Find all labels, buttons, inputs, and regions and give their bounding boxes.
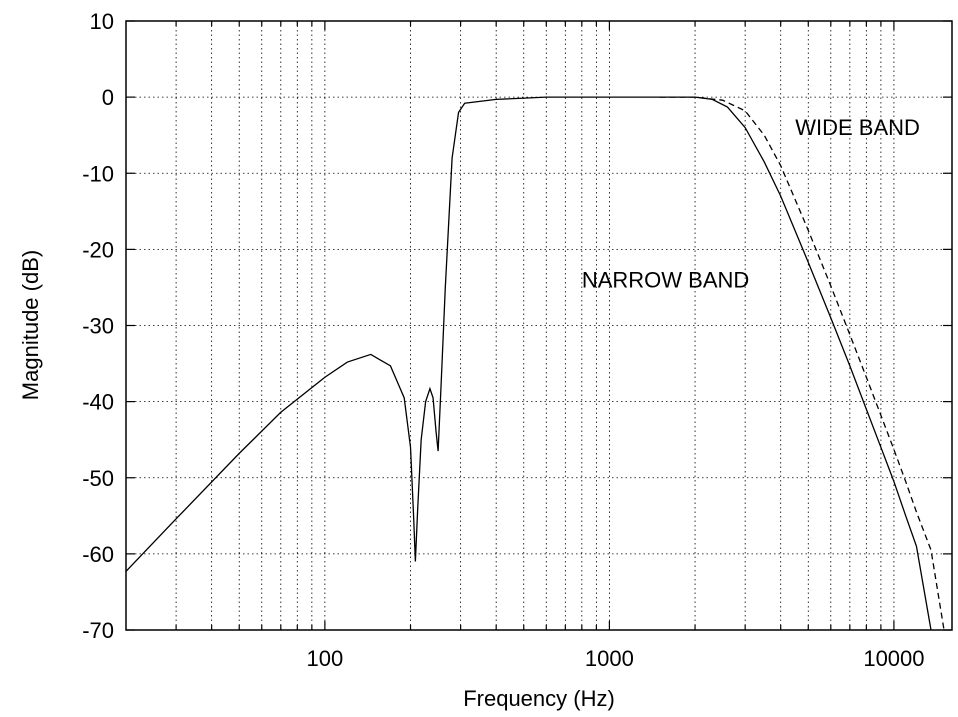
series-lines [125,96,945,631]
y-tick-label: 0 [102,85,114,110]
y-tick-label: -30 [82,314,114,339]
y-tick-label: -40 [82,390,114,415]
annotation-label: NARROW BAND [582,267,749,292]
y-tick-label: -50 [82,466,114,491]
x-tick-label: 1000 [585,646,634,671]
series-line-wide-band [659,96,945,631]
series-line-narrow-band [125,96,932,631]
grid [126,21,952,630]
y-tick-label: -20 [82,237,114,262]
x-tick-label: 100 [307,646,344,671]
y-tick-label: 10 [90,9,114,34]
y-tick-label: -60 [82,542,114,567]
y-axis-title: Magnitude (dB) [18,250,43,400]
x-axis-title: Frequency (Hz) [463,686,615,711]
x-tick-label: 10000 [863,646,924,671]
axis-ticks [126,20,952,631]
y-tick-label: -70 [82,618,114,643]
y-tick-label: -10 [82,161,114,186]
annotations: WIDE BAND NARROW BAND [582,115,920,292]
annotation-label: WIDE BAND [795,115,920,140]
y-tick-labels: 10 0 -10 -20 -30 -40 -50 -60 -70 [82,9,114,643]
x-tick-labels: 100 1000 10000 [307,646,925,671]
